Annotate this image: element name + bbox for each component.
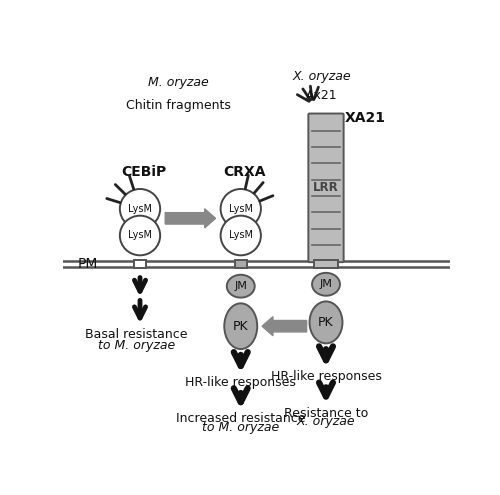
Text: PK: PK [233,320,248,333]
Text: XA21: XA21 [344,111,385,125]
Text: to M. oryzae: to M. oryzae [202,421,280,434]
Text: JM: JM [320,279,332,289]
Ellipse shape [224,303,257,349]
Circle shape [220,216,261,255]
Text: JM: JM [234,281,247,291]
Text: LysM: LysM [128,204,152,214]
FancyArrow shape [262,317,306,336]
Text: CEBiP: CEBiP [121,165,166,179]
Ellipse shape [312,273,340,296]
Ellipse shape [310,301,342,344]
Ellipse shape [227,275,254,297]
Text: X. oryzae: X. oryzae [296,415,356,428]
Text: X. oryzae: X. oryzae [293,70,352,83]
Text: LysM: LysM [128,231,152,241]
Text: Chitin fragments: Chitin fragments [126,99,231,112]
Text: PK: PK [318,316,334,329]
Bar [235,260,246,268]
Text: PM: PM [78,257,98,271]
Text: HR-like responses: HR-like responses [186,376,296,389]
Text: LRR: LRR [313,181,339,195]
Text: LysM: LysM [229,231,253,241]
Text: Ax21: Ax21 [306,89,338,102]
FancyBboxPatch shape [308,113,344,262]
Circle shape [120,189,160,229]
Text: Basal resistance: Basal resistance [85,329,188,342]
Text: to M. oryzae: to M. oryzae [98,339,175,352]
Text: M. oryzae: M. oryzae [148,76,209,89]
Bar [314,260,338,268]
Bar [134,260,146,268]
Text: Resistance to: Resistance to [284,406,368,420]
Text: Increased resistance: Increased resistance [176,412,306,425]
Text: LysM: LysM [229,204,253,214]
Text: CRXA: CRXA [224,165,266,179]
Circle shape [120,216,160,255]
FancyArrow shape [165,209,216,228]
Text: HR-like responses: HR-like responses [270,370,382,384]
Circle shape [220,189,261,229]
